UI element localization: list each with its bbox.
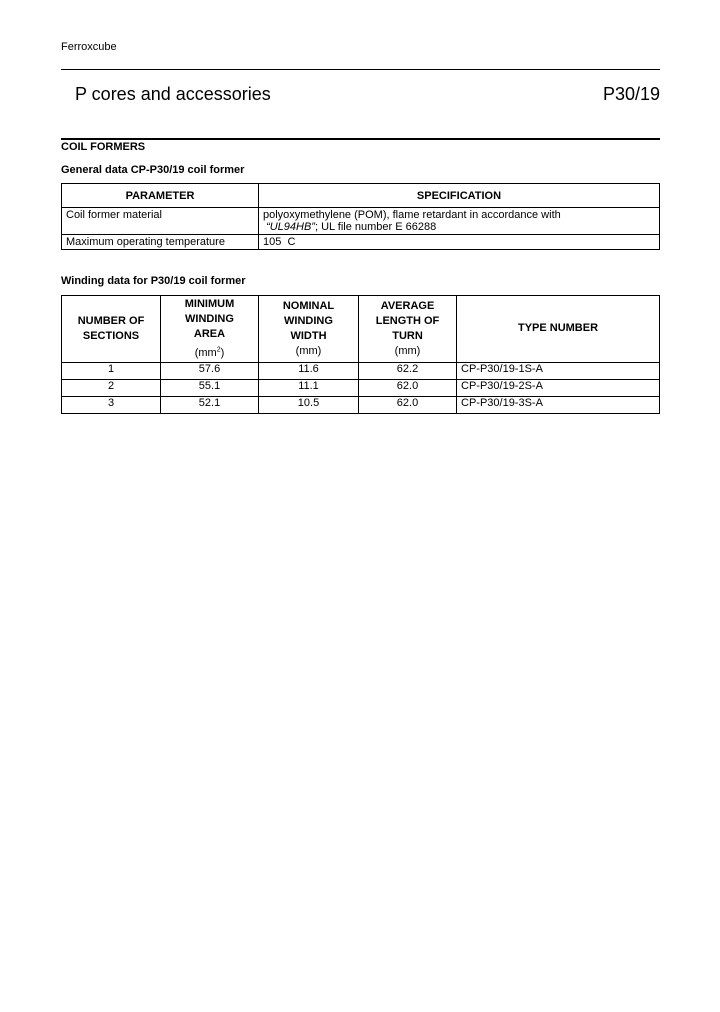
spec-text: polyoxymethylene (POM), flame retardant … [263, 209, 561, 221]
cell: 62.0 [358, 378, 457, 397]
parameter-cell: Coil former material [61, 207, 259, 235]
type-number-cell: CP-P30/19-2S-A [456, 378, 660, 397]
cell: 57.6 [160, 361, 259, 380]
winding-data-table: NUMBER OF SECTIONS MINIMUM WINDING AREA (mm2… [61, 295, 660, 414]
type-number-cell: CP-P30/19-3S-A [456, 395, 660, 414]
column-header: NUMBER OF SECTIONS [61, 295, 161, 363]
table-row: Coil former material polyoxymethylene (P… [61, 207, 660, 235]
column-header: SPECIFICATION [258, 183, 660, 208]
winding-data-heading: Winding data for P30/19 coil former [61, 275, 246, 287]
table-row: 3 52.1 10.5 62.0 CP-P30/19-3S-A [61, 395, 660, 414]
cell: 10.5 [258, 395, 359, 414]
column-header: PARAMETER [61, 183, 259, 208]
spec-italic: “UL94HB” [266, 221, 315, 233]
cell: 55.1 [160, 378, 259, 397]
column-header: AVERAGE LENGTH OF TURN (mm) [358, 295, 457, 363]
cell: 11.1 [258, 378, 359, 397]
cell: 2 [61, 378, 161, 397]
product-code: P30/19 [602, 84, 660, 104]
table-row: Maximum operating temperature 105 C [61, 234, 660, 250]
cell: 62.0 [358, 395, 457, 414]
spec-cell: polyoxymethylene (POM), flame retardant … [258, 207, 660, 235]
company-name: Ferroxcube [61, 41, 117, 53]
cell: 62.2 [358, 361, 457, 380]
general-data-table: PARAMETER SPECIFICATION Coil former mate… [61, 183, 660, 250]
cell: 3 [61, 395, 161, 414]
spec-cell: 105 C [258, 234, 660, 250]
cell: 1 [61, 361, 161, 380]
table-row: 2 55.1 11.1 62.0 CP-P30/19-2S-A [61, 378, 660, 397]
general-data-heading: General data CP-P30/19 coil former [61, 164, 245, 176]
column-header: TYPE NUMBER [456, 295, 660, 363]
spec-text: ; UL file number E 66288 [314, 221, 437, 233]
column-header: NOMINAL WINDING WIDTH (mm) [258, 295, 359, 363]
table-header-row: PARAMETER SPECIFICATION [61, 183, 660, 208]
cell: 52.1 [160, 395, 259, 414]
type-number-cell: CP-P30/19-1S-A [456, 361, 660, 380]
cell: 11.6 [258, 361, 359, 380]
section-heading: COIL FORMERS [61, 141, 146, 153]
page-title: P cores and accessories [75, 84, 271, 104]
title-rule [61, 138, 660, 140]
parameter-cell: Maximum operating temperature [61, 234, 259, 250]
header-rule [61, 69, 660, 70]
table-header-row: NUMBER OF SECTIONS MINIMUM WINDING AREA (mm2… [61, 295, 660, 363]
column-header: MINIMUM WINDING AREA (mm2) [160, 295, 259, 363]
table-row: 1 57.6 11.6 62.2 CP-P30/19-1S-A [61, 361, 660, 380]
